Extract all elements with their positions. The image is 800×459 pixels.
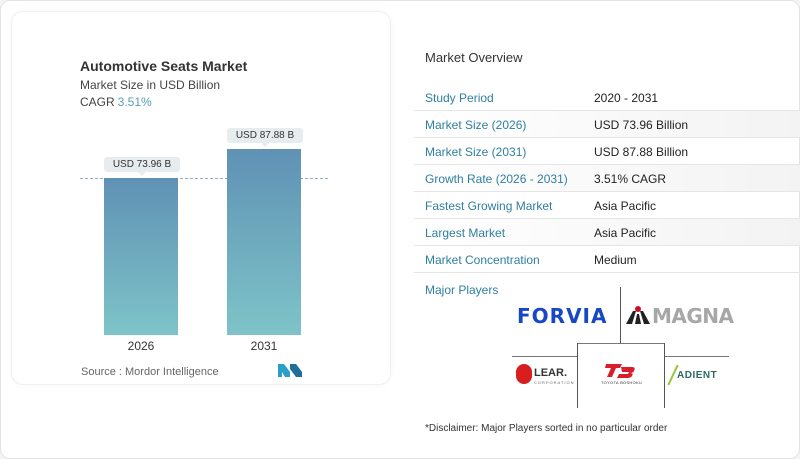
forvia-logo: FORVIA xyxy=(517,304,608,328)
lear-logo-sub: CORPORATION xyxy=(534,380,575,385)
overview-row: Market Concentration Medium xyxy=(414,246,800,273)
row-value: 2020 - 2031 xyxy=(594,91,659,105)
row-value: Medium xyxy=(594,253,637,267)
row-value: USD 87.88 Billion xyxy=(594,145,689,159)
row-value: Asia Pacific xyxy=(594,226,657,240)
row-key: Study Period xyxy=(425,91,494,105)
chart-subtitle: Market Size in USD Billion xyxy=(80,78,221,92)
overview-row: Largest Market Asia Pacific xyxy=(414,219,800,246)
divider xyxy=(665,356,729,357)
bar-label-2031: USD 87.88 B xyxy=(227,128,303,147)
toyota-boshoku-logo-text: TOYOTA BOSHOKU xyxy=(601,380,643,385)
overview-row: Market Size (2031) USD 87.88 Billion xyxy=(414,138,800,165)
divider xyxy=(620,287,621,343)
row-key: Fastest Growing Market xyxy=(425,199,553,213)
row-value: 3.51% CAGR xyxy=(594,172,667,186)
row-value: USD 73.96 Billion xyxy=(594,118,689,132)
x-tick-2026: 2026 xyxy=(127,339,155,353)
row-key: Market Size (2031) xyxy=(425,145,527,159)
reference-line xyxy=(80,178,328,179)
overview-row: Growth Rate (2026 - 2031) 3.51% CAGR xyxy=(414,165,800,192)
divider xyxy=(577,343,665,344)
cagr-text: CAGR 3.51% xyxy=(80,95,152,109)
lear-logo: LEAR. xyxy=(534,367,567,379)
overview-row: Study Period 2020 - 2031 xyxy=(414,84,800,111)
chart-title: Automotive Seats Market xyxy=(80,58,248,74)
major-players-title: Major Players xyxy=(425,283,499,297)
overview-row: Fastest Growing Market Asia Pacific xyxy=(414,192,800,219)
toyota-boshoku-logo-icon xyxy=(605,364,635,378)
bar-2031 xyxy=(227,149,301,335)
chart-card xyxy=(11,11,391,385)
row-key: Largest Market xyxy=(425,226,506,240)
overview-row: Market Size (2026) USD 73.96 Billion xyxy=(414,111,800,138)
divider xyxy=(664,343,665,408)
cagr-label: CAGR xyxy=(80,95,115,109)
x-tick-2031: 2031 xyxy=(250,339,278,353)
overview-title: Market Overview xyxy=(425,50,523,65)
divider xyxy=(512,356,577,357)
bar-label-2026: USD 73.96 B xyxy=(104,157,180,176)
divider xyxy=(577,343,578,408)
row-value: Asia Pacific xyxy=(594,199,657,213)
adient-logo: ADIENT xyxy=(677,370,718,381)
magna-logo: MAGNA xyxy=(652,304,734,328)
magna-logo-icon xyxy=(626,306,650,324)
lear-logo-icon xyxy=(516,364,532,384)
row-key: Market Size (2026) xyxy=(425,118,527,132)
source-text: Source : Mordor Intelligence xyxy=(81,366,219,378)
mordor-logo-icon xyxy=(278,364,302,377)
row-key: Market Concentration xyxy=(425,253,540,267)
cagr-value: 3.51% xyxy=(117,95,152,109)
disclaimer-text: *Disclaimer: Major Players sorted in no … xyxy=(425,423,668,434)
row-key: Growth Rate (2026 - 2031) xyxy=(425,172,568,186)
bar-2026 xyxy=(104,178,178,335)
